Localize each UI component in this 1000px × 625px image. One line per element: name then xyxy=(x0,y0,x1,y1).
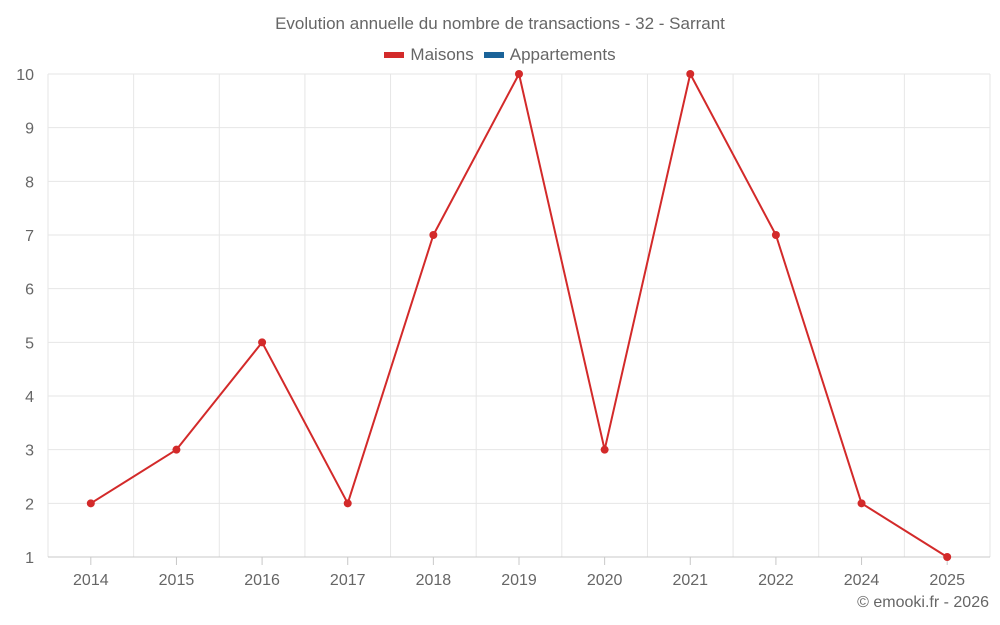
data-point[interactable] xyxy=(771,231,780,239)
y-tick-label: 6 xyxy=(25,282,34,299)
y-tick-label: 2 xyxy=(25,496,34,513)
data-point[interactable] xyxy=(515,70,523,78)
x-tick-label: 2024 xyxy=(844,572,880,589)
x-tick-label: 2021 xyxy=(672,572,708,589)
y-tick-label: 3 xyxy=(25,443,34,460)
x-tick-label: 2022 xyxy=(758,572,794,589)
legend-item-appartements[interactable]: Appartements xyxy=(483,45,616,65)
data-point[interactable] xyxy=(172,445,181,454)
legend-swatch-maisons xyxy=(384,52,405,58)
x-tick-label: 2016 xyxy=(244,572,280,589)
y-tick-label: 7 xyxy=(25,228,34,245)
grid-layer xyxy=(47,73,991,557)
x-tick-label: 2014 xyxy=(73,572,109,589)
data-point[interactable] xyxy=(258,338,267,347)
data-point[interactable] xyxy=(429,231,438,239)
data-point[interactable] xyxy=(343,499,352,508)
legend-item-maisons[interactable]: Maisons xyxy=(384,45,474,65)
x-tick-label: 2017 xyxy=(330,572,366,589)
x-tick-label: 2015 xyxy=(159,572,195,589)
data-point[interactable] xyxy=(686,70,695,78)
y-tick-label: 9 xyxy=(25,121,34,138)
data-point[interactable] xyxy=(600,445,609,454)
chart-title: Evolution annuelle du nombre de transact… xyxy=(275,14,725,33)
y-tick-label: 4 xyxy=(25,389,34,406)
x-tick-label: 2025 xyxy=(929,572,965,589)
x-tick-label: 2018 xyxy=(416,572,452,589)
x-tick-label: 2019 xyxy=(501,572,537,589)
x-tick-label: 2020 xyxy=(587,572,623,589)
data-point[interactable] xyxy=(943,553,952,561)
data-point[interactable] xyxy=(857,499,866,508)
y-tick-label: 8 xyxy=(25,174,34,191)
data-point[interactable] xyxy=(86,499,95,508)
credit-text: © emooki.fr - 2026 xyxy=(857,594,989,611)
y-tick-label: 1 xyxy=(25,550,34,567)
y-tick-label: 5 xyxy=(25,335,34,352)
y-tick-label: 10 xyxy=(16,67,34,84)
legend: Maisons Appartements xyxy=(0,45,1000,65)
legend-swatch-appartements xyxy=(483,52,504,58)
series-layer xyxy=(86,70,952,561)
legend-label-maisons: Maisons xyxy=(410,45,474,64)
legend-label-appartements: Appartements xyxy=(509,45,616,64)
axis-layer: 1 2 3 4 5 6 7 8 9 10 2014 2015 2016 2017 2018 2019 2020 2… xyxy=(16,67,990,589)
